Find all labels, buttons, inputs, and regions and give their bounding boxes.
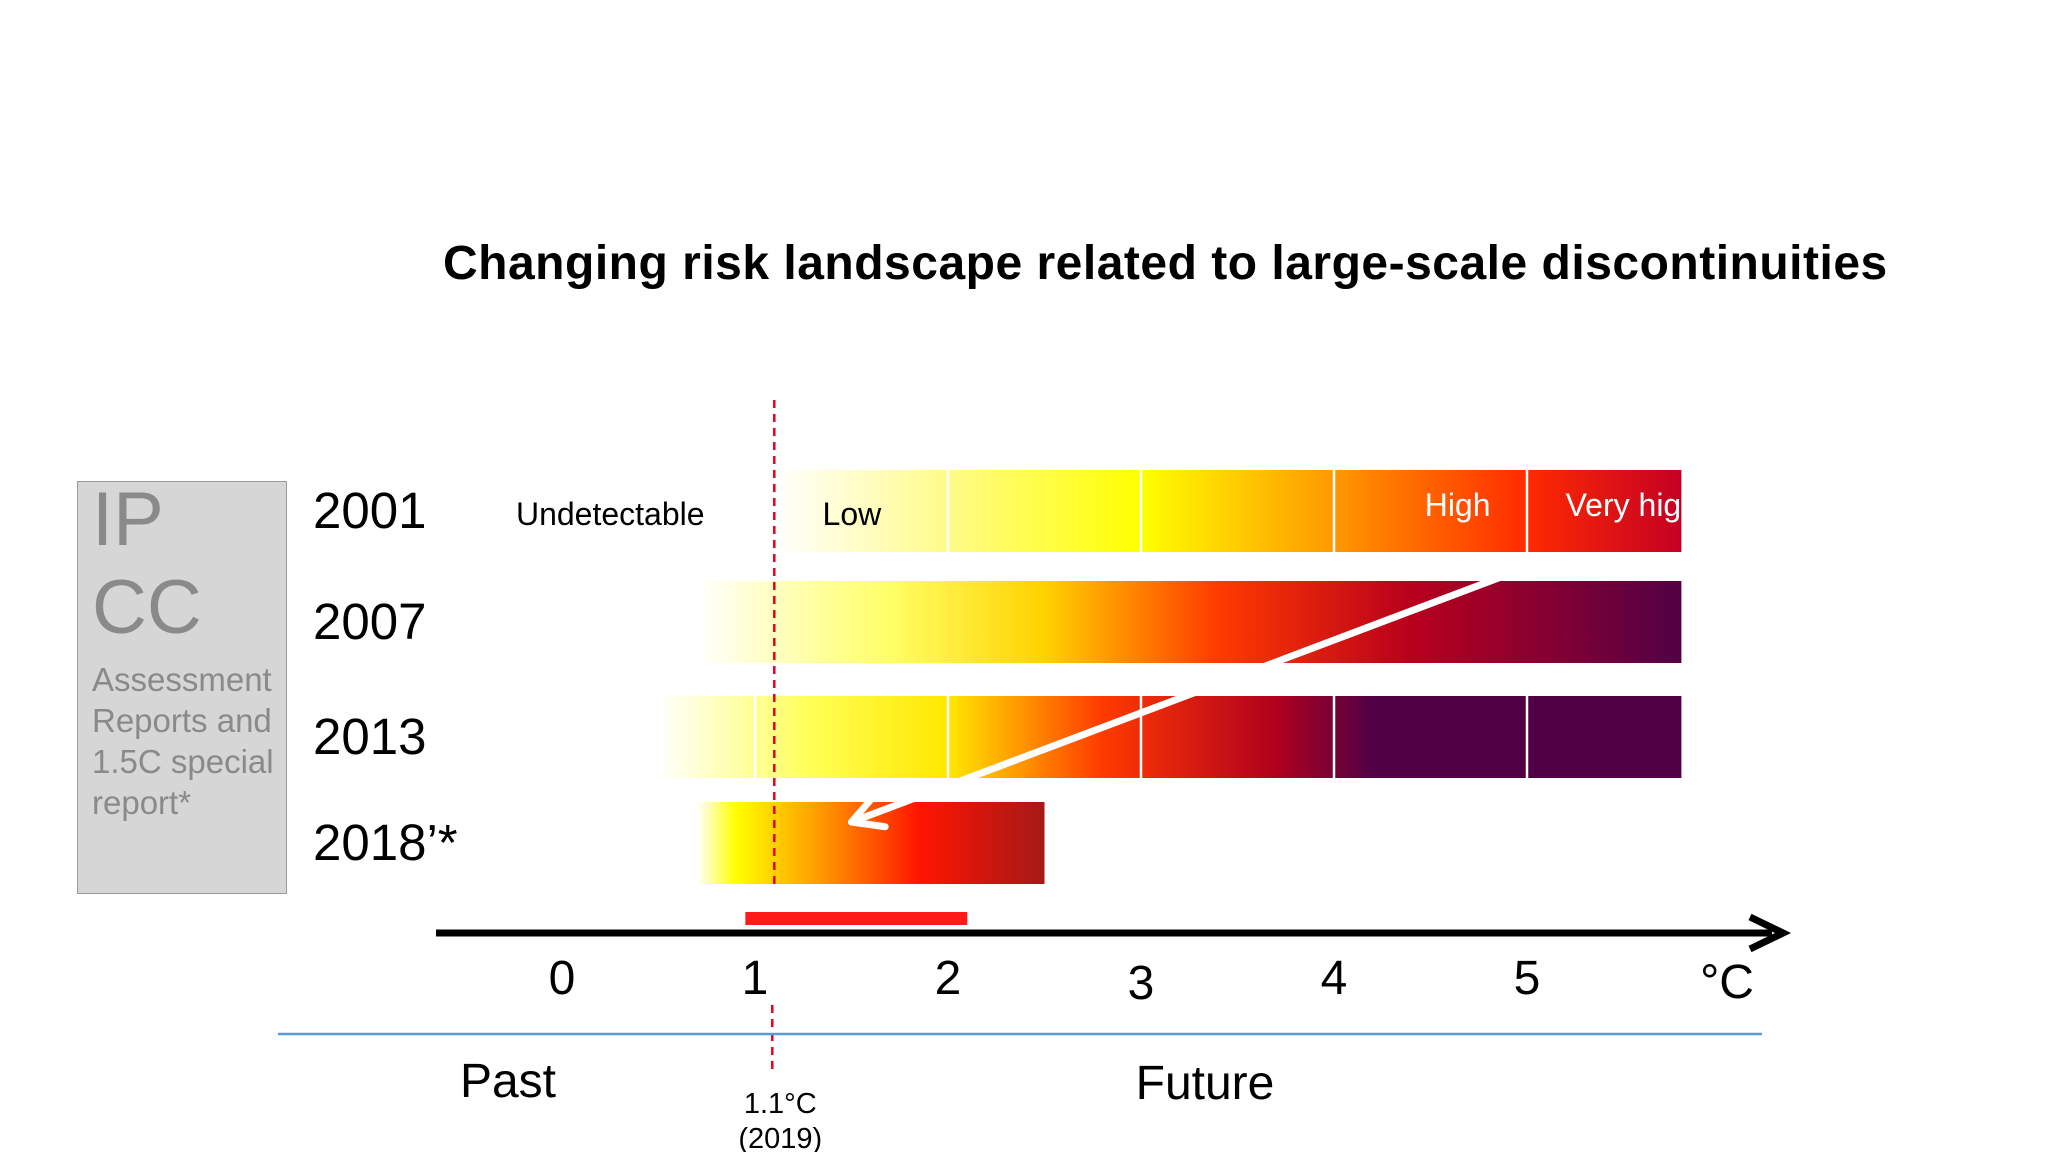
ipcc-side-panel: IPCC Assessment Reports and 1.5C special…	[77, 481, 287, 894]
x-axis-arrowhead	[1748, 913, 1792, 953]
current-range-highlight	[745, 912, 968, 925]
x-tick-label: 1	[742, 952, 769, 1005]
x-tick-label: 0	[549, 952, 576, 1005]
risk-level-label: Low	[823, 496, 883, 532]
risk-bar-2007	[697, 581, 1682, 663]
chart-title: Changing risk landscape related to large…	[443, 237, 1888, 290]
x-tick-label: 3	[1128, 957, 1155, 1010]
risk-bars	[658, 470, 1682, 884]
trend-arrow-head	[848, 792, 889, 831]
past-label: Past	[460, 1055, 556, 1108]
ipcc-heading: IPCC	[92, 481, 202, 650]
current-warming-value: 1.1°C	[744, 1088, 817, 1120]
year-label-2001: 2001	[313, 482, 426, 539]
x-tick-label: 5	[1514, 952, 1541, 1005]
chart-overlays	[278, 400, 1792, 1075]
trend-arrow-line	[848, 556, 1550, 826]
future-label: Future	[1136, 1057, 1275, 1110]
x-unit-label: °C	[1700, 956, 1754, 1009]
ipcc-subtext: Assessment Reports and 1.5C special repo…	[92, 661, 274, 821]
current-warming-year: (2019)	[738, 1123, 822, 1152]
x-tick-label: 4	[1321, 952, 1348, 1005]
risk-level-label: High	[1425, 487, 1491, 523]
risk-bar-2001	[774, 470, 1682, 552]
year-label-2018: 2018’*	[313, 814, 458, 871]
year-label-2007: 2007	[313, 593, 426, 650]
risk-level-label: Very high	[1566, 487, 1699, 523]
x-tick-label: 2	[935, 952, 962, 1005]
risk-bar-2013	[658, 696, 1682, 778]
year-label-2013: 2013	[313, 708, 426, 765]
risk-level-label: Undetectable	[516, 496, 705, 532]
